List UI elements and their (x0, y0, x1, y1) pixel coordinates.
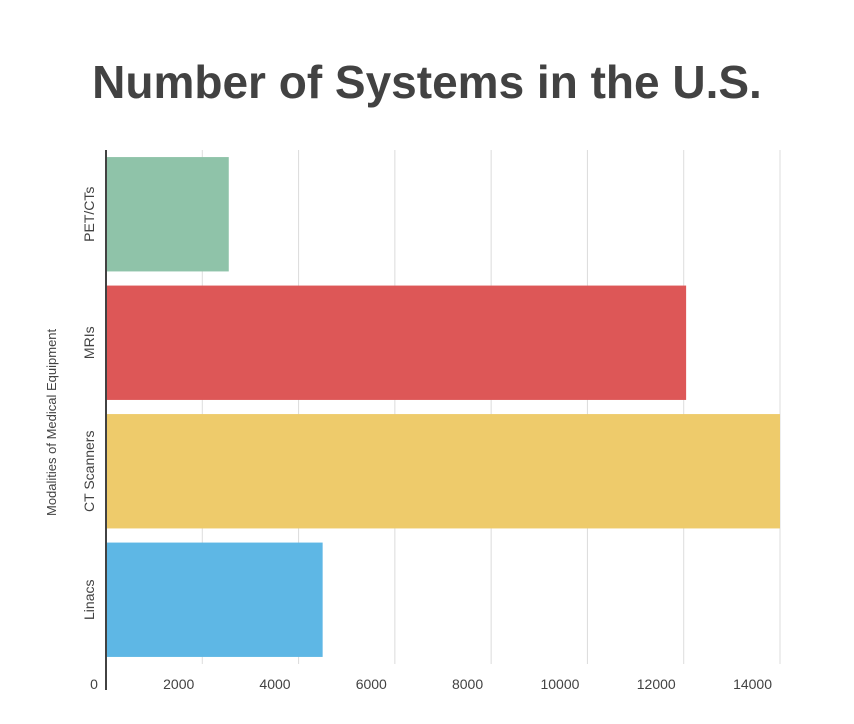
chart-title: Number of Systems in the U.S. (92, 56, 762, 108)
x-tick-label: 8000 (452, 676, 483, 692)
x-tick-label: 12000 (637, 676, 676, 692)
x-tick-label: 4000 (259, 676, 290, 692)
category-label: CT Scanners (81, 431, 97, 512)
bar (106, 542, 323, 657)
x-tick-label: 10000 (540, 676, 579, 692)
bar (106, 414, 780, 529)
bar (106, 157, 229, 272)
bars (106, 157, 780, 657)
category-labels: PET/CTs MRIs CT Scanners Linacs (81, 187, 97, 620)
x-tick-labels: 0 2000 4000 6000 8000 10000 12000 14000 (90, 676, 772, 692)
x-tick-label: 14000 (733, 676, 772, 692)
x-tick-label: 0 (90, 676, 98, 692)
category-label: Linacs (81, 580, 97, 620)
y-axis-label: Modalities of Medical Equipment (44, 328, 59, 516)
category-label: MRIs (81, 326, 97, 359)
category-label: PET/CTs (81, 187, 97, 242)
x-tick-label: 6000 (356, 676, 387, 692)
bar (106, 285, 687, 400)
x-tick-label: 2000 (163, 676, 194, 692)
